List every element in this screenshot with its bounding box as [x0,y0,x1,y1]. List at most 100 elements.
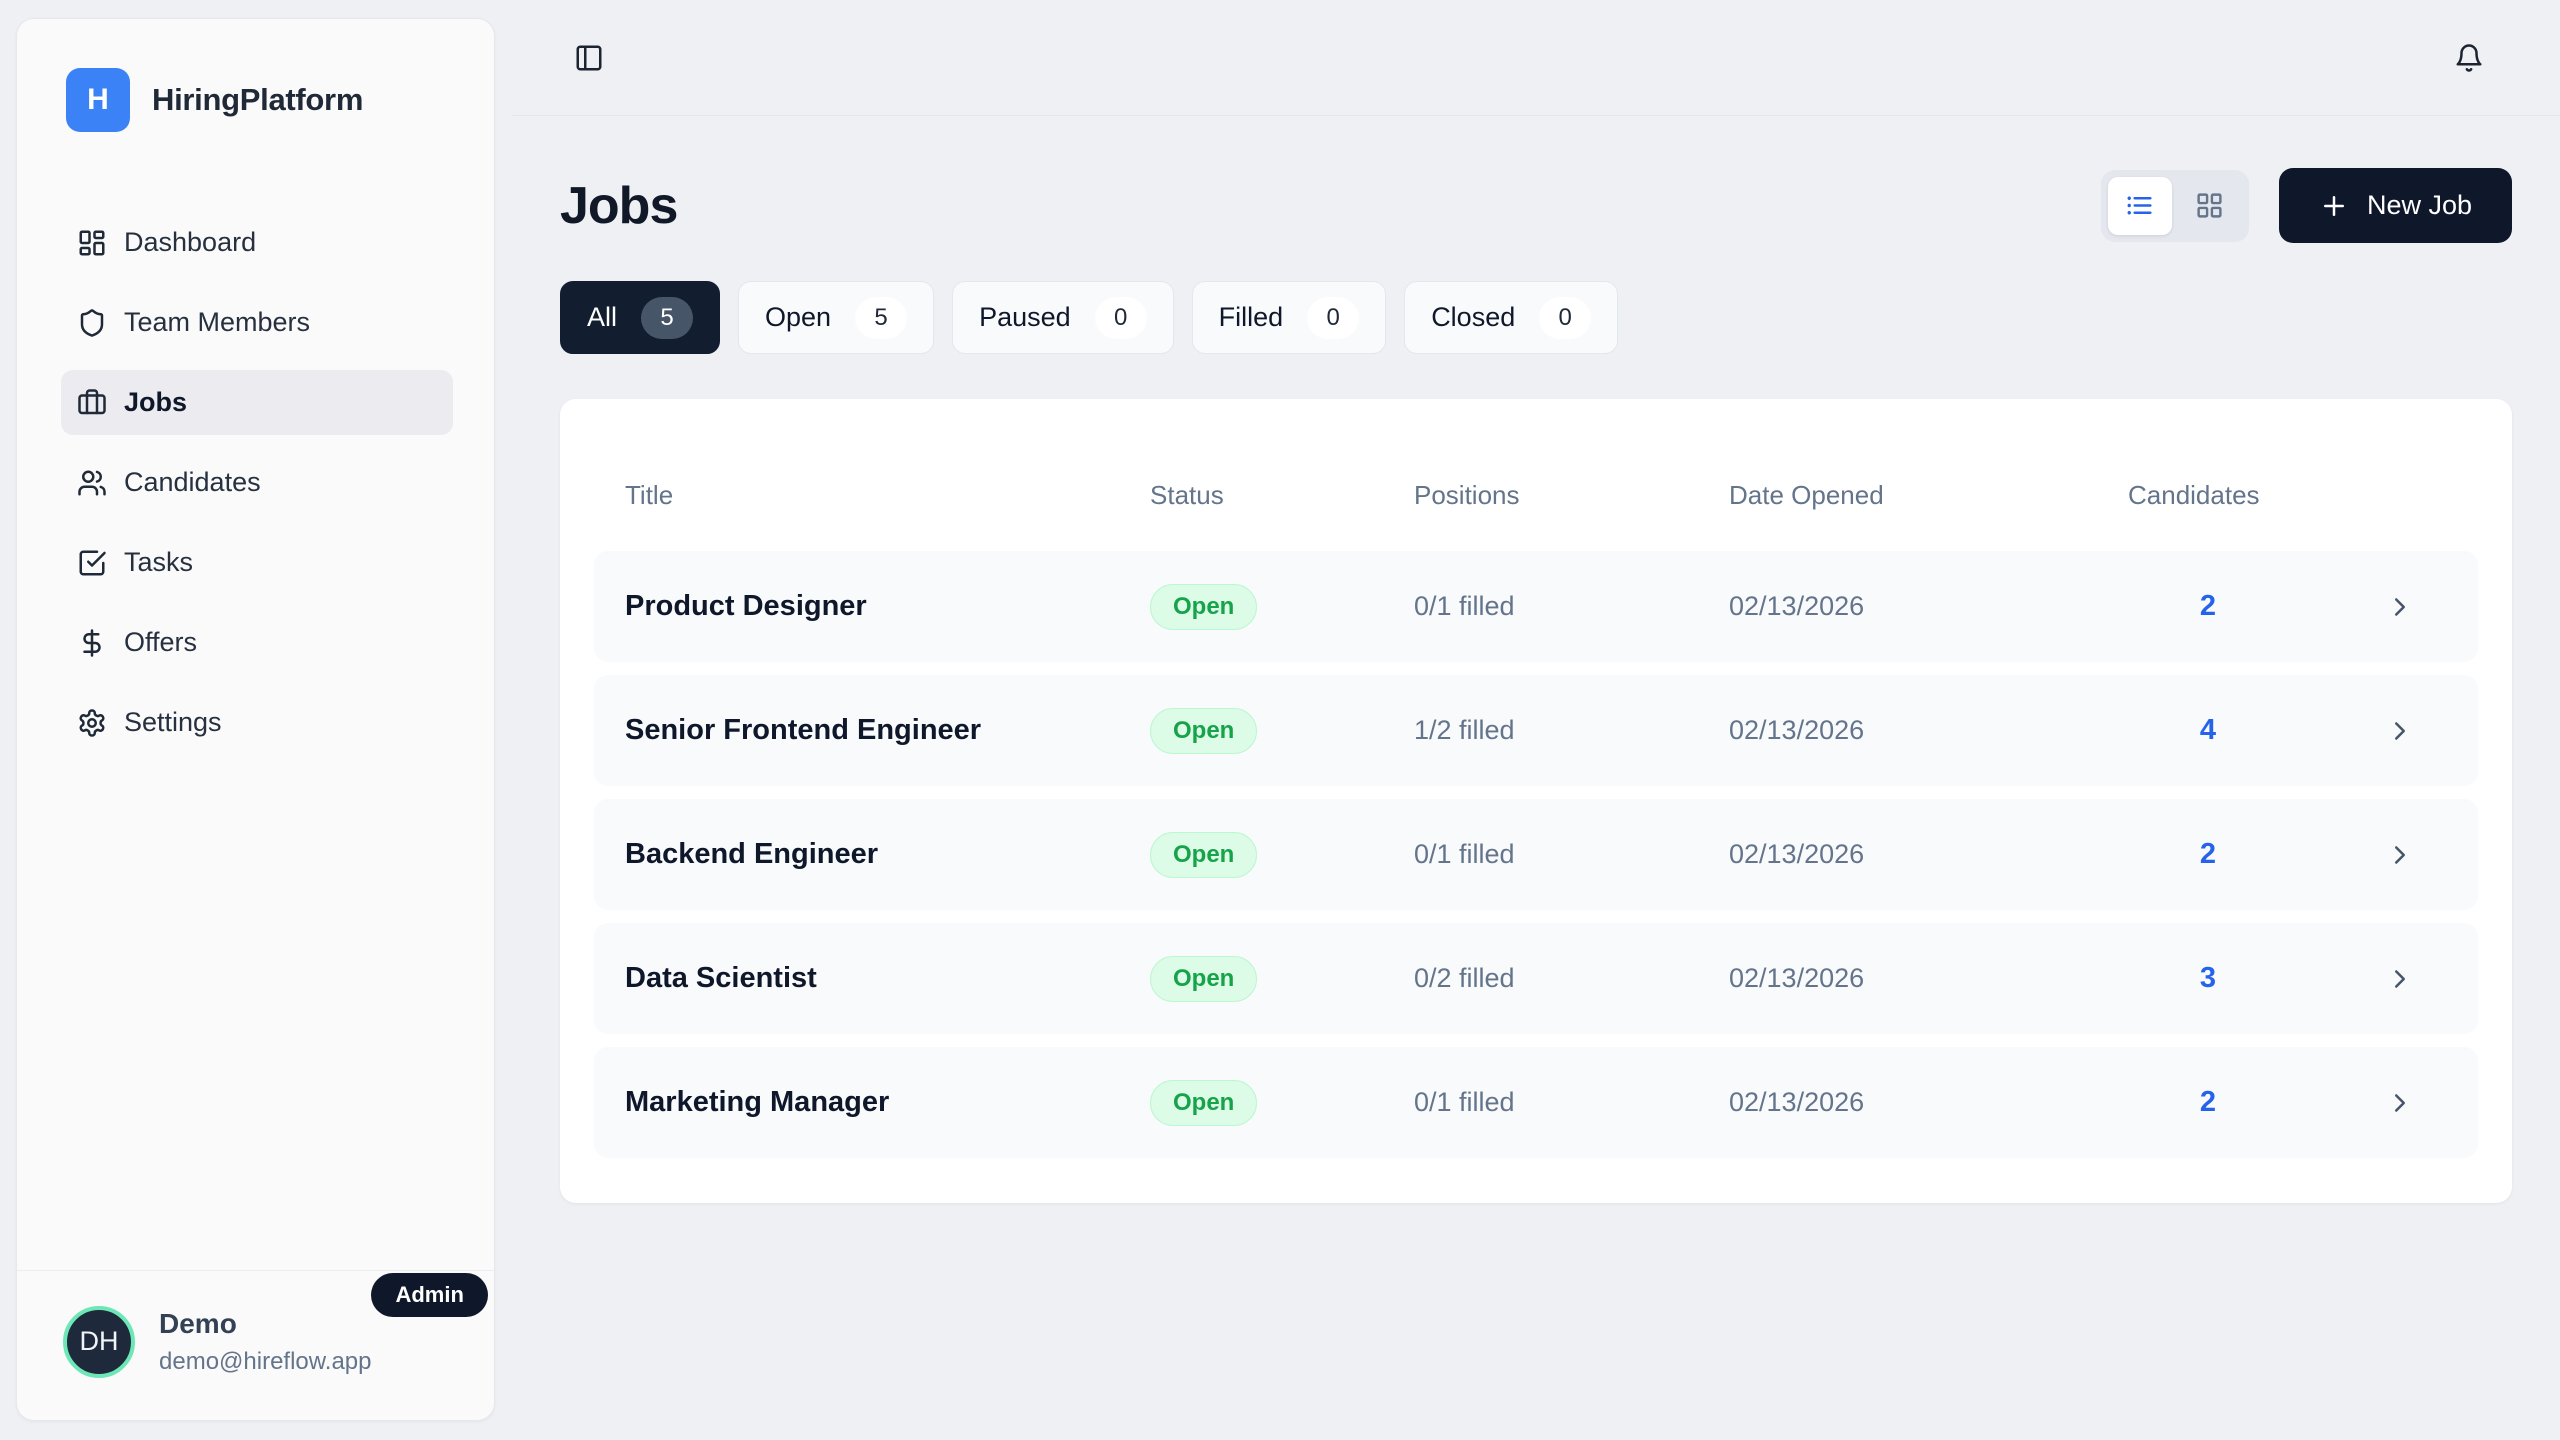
candidates-count: 4 [2199,714,2217,746]
new-job-button[interactable]: New Job [2278,168,2512,243]
filter-count-badge: 0 [1539,296,1592,339]
plus-icon [2319,191,2349,221]
filter-paused[interactable]: Paused 0 [952,281,1174,354]
grid-icon [2195,191,2224,220]
table-row[interactable]: Backend Engineer Open 0/1 filled 02/13/2… [594,799,2478,910]
date-opened-cell: 02/13/2026 [1729,1087,1865,1117]
table-row[interactable]: Senior Frontend Engineer Open 1/2 filled… [594,675,2478,786]
briefcase-icon [77,388,107,418]
sidebar-item-offers[interactable]: Offers [61,610,453,675]
filter-count-badge: 0 [1307,296,1360,339]
sidebar-item-label: Offers [124,627,198,657]
sidebar-item-tasks[interactable]: Tasks [61,530,453,595]
filter-closed[interactable]: Closed 0 [1404,281,1619,354]
filter-open[interactable]: Open 5 [738,281,935,354]
sidebar-item-label: Jobs [124,387,188,417]
table-row[interactable]: Data Scientist Open 0/2 filled 02/13/202… [594,923,2478,1034]
gear-icon [77,708,107,738]
user-email: demo@hireflow.app [159,1347,372,1375]
candidates-count: 3 [2199,962,2217,994]
filter-label: Filled [1218,302,1284,332]
users-icon [77,468,107,498]
filter-label: All [587,302,618,332]
filter-label: Closed [1431,302,1516,332]
positions-cell: 0/1 filled [1414,1087,1515,1117]
job-title: Product Designer [625,590,867,622]
sidebar-item-team-members[interactable]: Team Members [61,290,453,355]
positions-cell: 0/1 filled [1414,839,1515,869]
sidebar-item-label: Dashboard [124,227,257,257]
page-title: Jobs [560,176,678,235]
app-name: HiringPlatform [152,82,364,117]
sidebar-nav: Dashboard Team Members Jobs Candidates T… [17,210,494,755]
user-panel: DH Demo demo@hireflow.app Admin [17,1270,494,1420]
column-header-candidates: Candidates [2128,479,2260,510]
sidebar-item-label: Candidates [124,467,261,497]
chevron-right-icon[interactable] [2288,840,2447,870]
candidates-count: 2 [2199,838,2217,870]
shield-icon [77,308,107,338]
filter-count-badge: 0 [1094,296,1147,339]
app-logo: H [66,68,130,132]
status-badge: Open [1150,1079,1258,1126]
chevron-right-icon[interactable] [2288,716,2447,746]
job-title: Senior Frontend Engineer [625,714,982,746]
sidebar-item-label: Tasks [124,547,194,577]
table-row[interactable]: Marketing Manager Open 0/1 filled 02/13/… [594,1047,2478,1158]
user-name: Demo [159,1307,237,1339]
sidebar-item-jobs[interactable]: Jobs [61,370,453,435]
table-row[interactable]: Product Designer Open 0/1 filled 02/13/2… [594,551,2478,662]
date-opened-cell: 02/13/2026 [1729,963,1865,993]
sidebar-item-dashboard[interactable]: Dashboard [61,210,453,275]
column-header-positions: Positions [1414,479,1520,510]
status-badge: Open [1150,707,1258,754]
job-title: Marketing Manager [625,1086,890,1118]
positions-cell: 1/2 filled [1414,715,1515,745]
column-header-date: Date Opened [1729,479,1884,510]
positions-cell: 0/1 filled [1414,591,1515,621]
status-badge: Open [1150,955,1258,1002]
job-title: Backend Engineer [625,838,879,870]
filter-label: Open [765,302,832,332]
chevron-right-icon[interactable] [2288,1088,2447,1118]
new-job-label: New Job [2366,190,2472,220]
date-opened-cell: 02/13/2026 [1729,591,1865,621]
check-square-icon [77,548,107,578]
column-header-title: Title [625,479,674,510]
date-opened-cell: 02/13/2026 [1729,715,1865,745]
chevron-right-icon[interactable] [2288,592,2447,622]
dashboard-icon [77,228,107,258]
dollar-icon [77,628,107,658]
chevron-right-icon[interactable] [2288,964,2447,994]
sidebar: H HiringPlatform Dashboard Team Members … [16,18,495,1421]
filter-all[interactable]: All 5 [560,281,721,354]
jobs-table-card: Title Status Positions Date Opened Candi… [560,399,2512,1203]
status-filters: All 5 Open 5 Paused 0 Filled 0 Closed 0 [560,281,2512,354]
sidebar-item-settings[interactable]: Settings [61,690,453,755]
candidates-count: 2 [2199,1086,2217,1118]
column-header-status: Status [1150,479,1224,510]
filter-count-badge: 5 [855,296,908,339]
avatar: DH [63,1305,135,1378]
view-toggle [2100,169,2249,242]
list-view-button[interactable] [2107,176,2172,235]
panel-left-icon[interactable] [574,42,606,74]
topbar [512,0,2560,116]
brand: H HiringPlatform [17,19,494,132]
positions-cell: 0/2 filled [1414,963,1515,993]
filter-label: Paused [979,302,1071,332]
filter-count-badge: 5 [641,296,694,339]
grid-view-button[interactable] [2178,177,2242,235]
job-title: Data Scientist [625,962,817,994]
status-badge: Open [1150,831,1258,878]
filter-filled[interactable]: Filled 0 [1191,281,1387,354]
status-badge: Open [1150,583,1258,630]
table-body: Product Designer Open 0/1 filled 02/13/2… [560,551,2512,1158]
bell-icon[interactable] [2454,42,2486,74]
list-icon [2125,191,2154,220]
main-content: Jobs New Job [512,116,2560,1203]
candidates-count: 2 [2199,590,2217,622]
sidebar-item-candidates[interactable]: Candidates [61,450,453,515]
sidebar-item-label: Settings [124,707,222,737]
date-opened-cell: 02/13/2026 [1729,839,1865,869]
